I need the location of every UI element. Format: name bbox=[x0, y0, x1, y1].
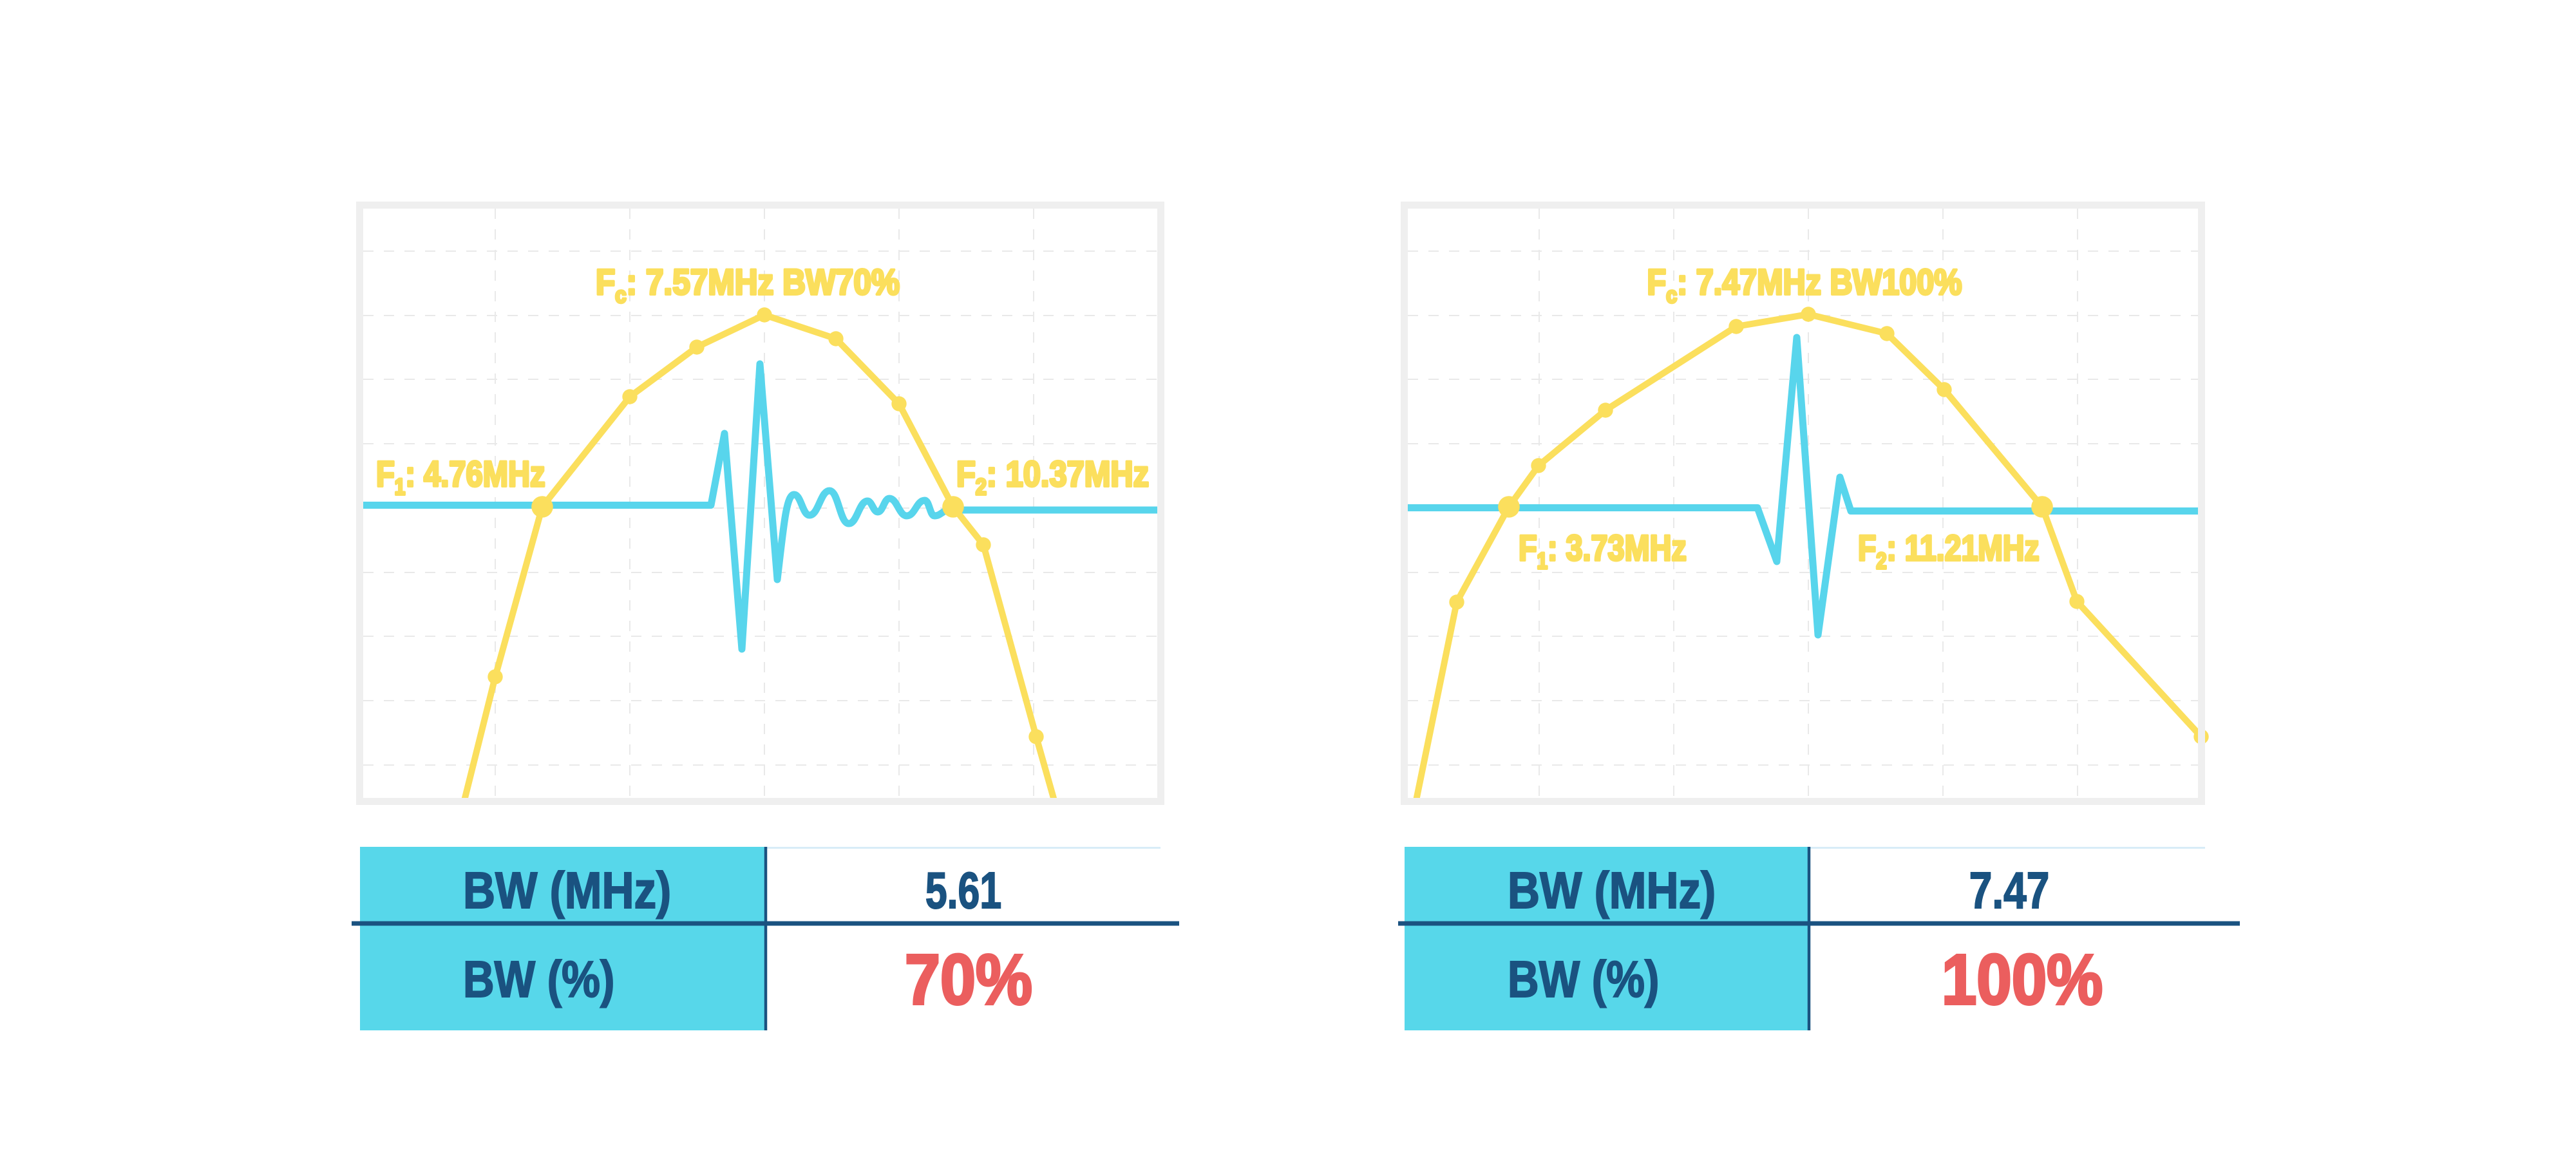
svg-text:Fc: 7.57MHz BW70%: Fc: 7.57MHz BW70% bbox=[596, 262, 900, 308]
svg-text:100%: 100% bbox=[1942, 941, 2103, 1020]
svg-text:5.61: 5.61 bbox=[925, 862, 1001, 920]
svg-text:F2: 10.37MHz: F2: 10.37MHz bbox=[956, 454, 1149, 500]
svg-text:F1: 4.76MHz: F1: 4.76MHz bbox=[376, 453, 545, 499]
svg-text:7.47: 7.47 bbox=[1969, 862, 2050, 919]
svg-text:F2: 11.21MHz: F2: 11.21MHz bbox=[1858, 527, 2040, 574]
svg-text:70%: 70% bbox=[905, 940, 1032, 1019]
svg-text:Fc: 7.47MHz BW100%: Fc: 7.47MHz BW100% bbox=[1647, 263, 1962, 308]
svg-text:BW (%): BW (%) bbox=[463, 950, 614, 1008]
svg-text:F1: 3.73MHz: F1: 3.73MHz bbox=[1519, 527, 1687, 574]
svg-text:BW (MHz): BW (MHz) bbox=[1508, 861, 1716, 919]
svg-text:BW (MHz): BW (MHz) bbox=[463, 861, 671, 919]
svg-text:BW (%): BW (%) bbox=[1508, 950, 1659, 1008]
